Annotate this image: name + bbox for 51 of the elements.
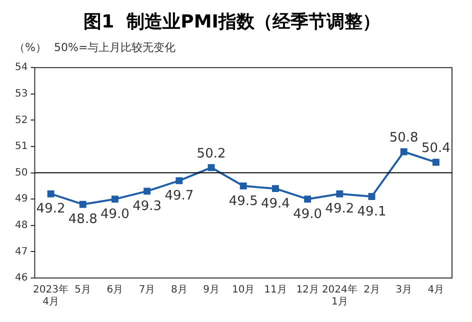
x-tick-label: 12月 <box>296 284 319 296</box>
y-tick-label: 51 <box>14 141 28 152</box>
text: 50%=与上月比较无变化 <box>54 40 176 54</box>
point <box>432 158 440 166</box>
text: 50.8 <box>389 130 418 146</box>
chart-title: 图1 制造业PMI指数（经季节调整） <box>84 11 380 32</box>
point <box>240 182 247 190</box>
text: 49.3 <box>132 199 162 214</box>
text: 50.4 <box>421 141 450 156</box>
point <box>47 190 54 198</box>
y-tick-label: 49 <box>14 194 28 205</box>
y-tick-label: 54 <box>14 62 28 74</box>
point <box>272 185 279 192</box>
y-tick-label: 48 <box>14 220 28 231</box>
x-tick-label: 4月 <box>428 284 444 296</box>
text: 49.4 <box>260 196 290 212</box>
point <box>400 148 408 156</box>
point <box>176 177 183 184</box>
x-tick-label: 5月 <box>74 284 92 296</box>
x-tick-label: 8月 <box>170 284 188 296</box>
text: 49.2 <box>325 202 354 217</box>
text: 49.0 <box>100 206 130 222</box>
x-tick-label: 6月 <box>106 284 124 296</box>
text: 48.8 <box>68 212 98 228</box>
text: 49.2 <box>36 202 66 217</box>
x-tick-label: 2024年 1月 <box>322 284 358 308</box>
point <box>79 200 86 208</box>
point <box>368 192 376 200</box>
y-tick-label: 50 <box>14 167 28 178</box>
x-tick-label: 3月 <box>396 284 412 296</box>
x-tick-label: 10月 <box>232 284 255 296</box>
x-tick-label: 9月 <box>203 284 220 296</box>
point <box>304 196 312 203</box>
point <box>111 196 118 203</box>
y-axis-title: （%） <box>14 40 46 54</box>
y-tick-label: 47 <box>14 246 28 258</box>
y-tick-label: 52 <box>14 114 28 126</box>
text: 49.1 <box>357 204 386 220</box>
x-tick-label: 7月 <box>138 284 156 296</box>
point <box>336 190 344 198</box>
text: 50.2 <box>196 146 226 162</box>
text: 49.5 <box>228 194 258 209</box>
point <box>208 164 215 172</box>
y-tick-label: 46 <box>14 272 28 284</box>
text: 49.0 <box>293 206 322 222</box>
text: 49.7 <box>164 188 194 204</box>
point <box>144 188 151 195</box>
x-tick-label: 2023年 4月 <box>33 284 68 308</box>
x-tick-label: 11月 <box>264 284 287 296</box>
y-tick-label: 53 <box>14 88 28 100</box>
x-tick-label: 2月 <box>364 284 380 296</box>
